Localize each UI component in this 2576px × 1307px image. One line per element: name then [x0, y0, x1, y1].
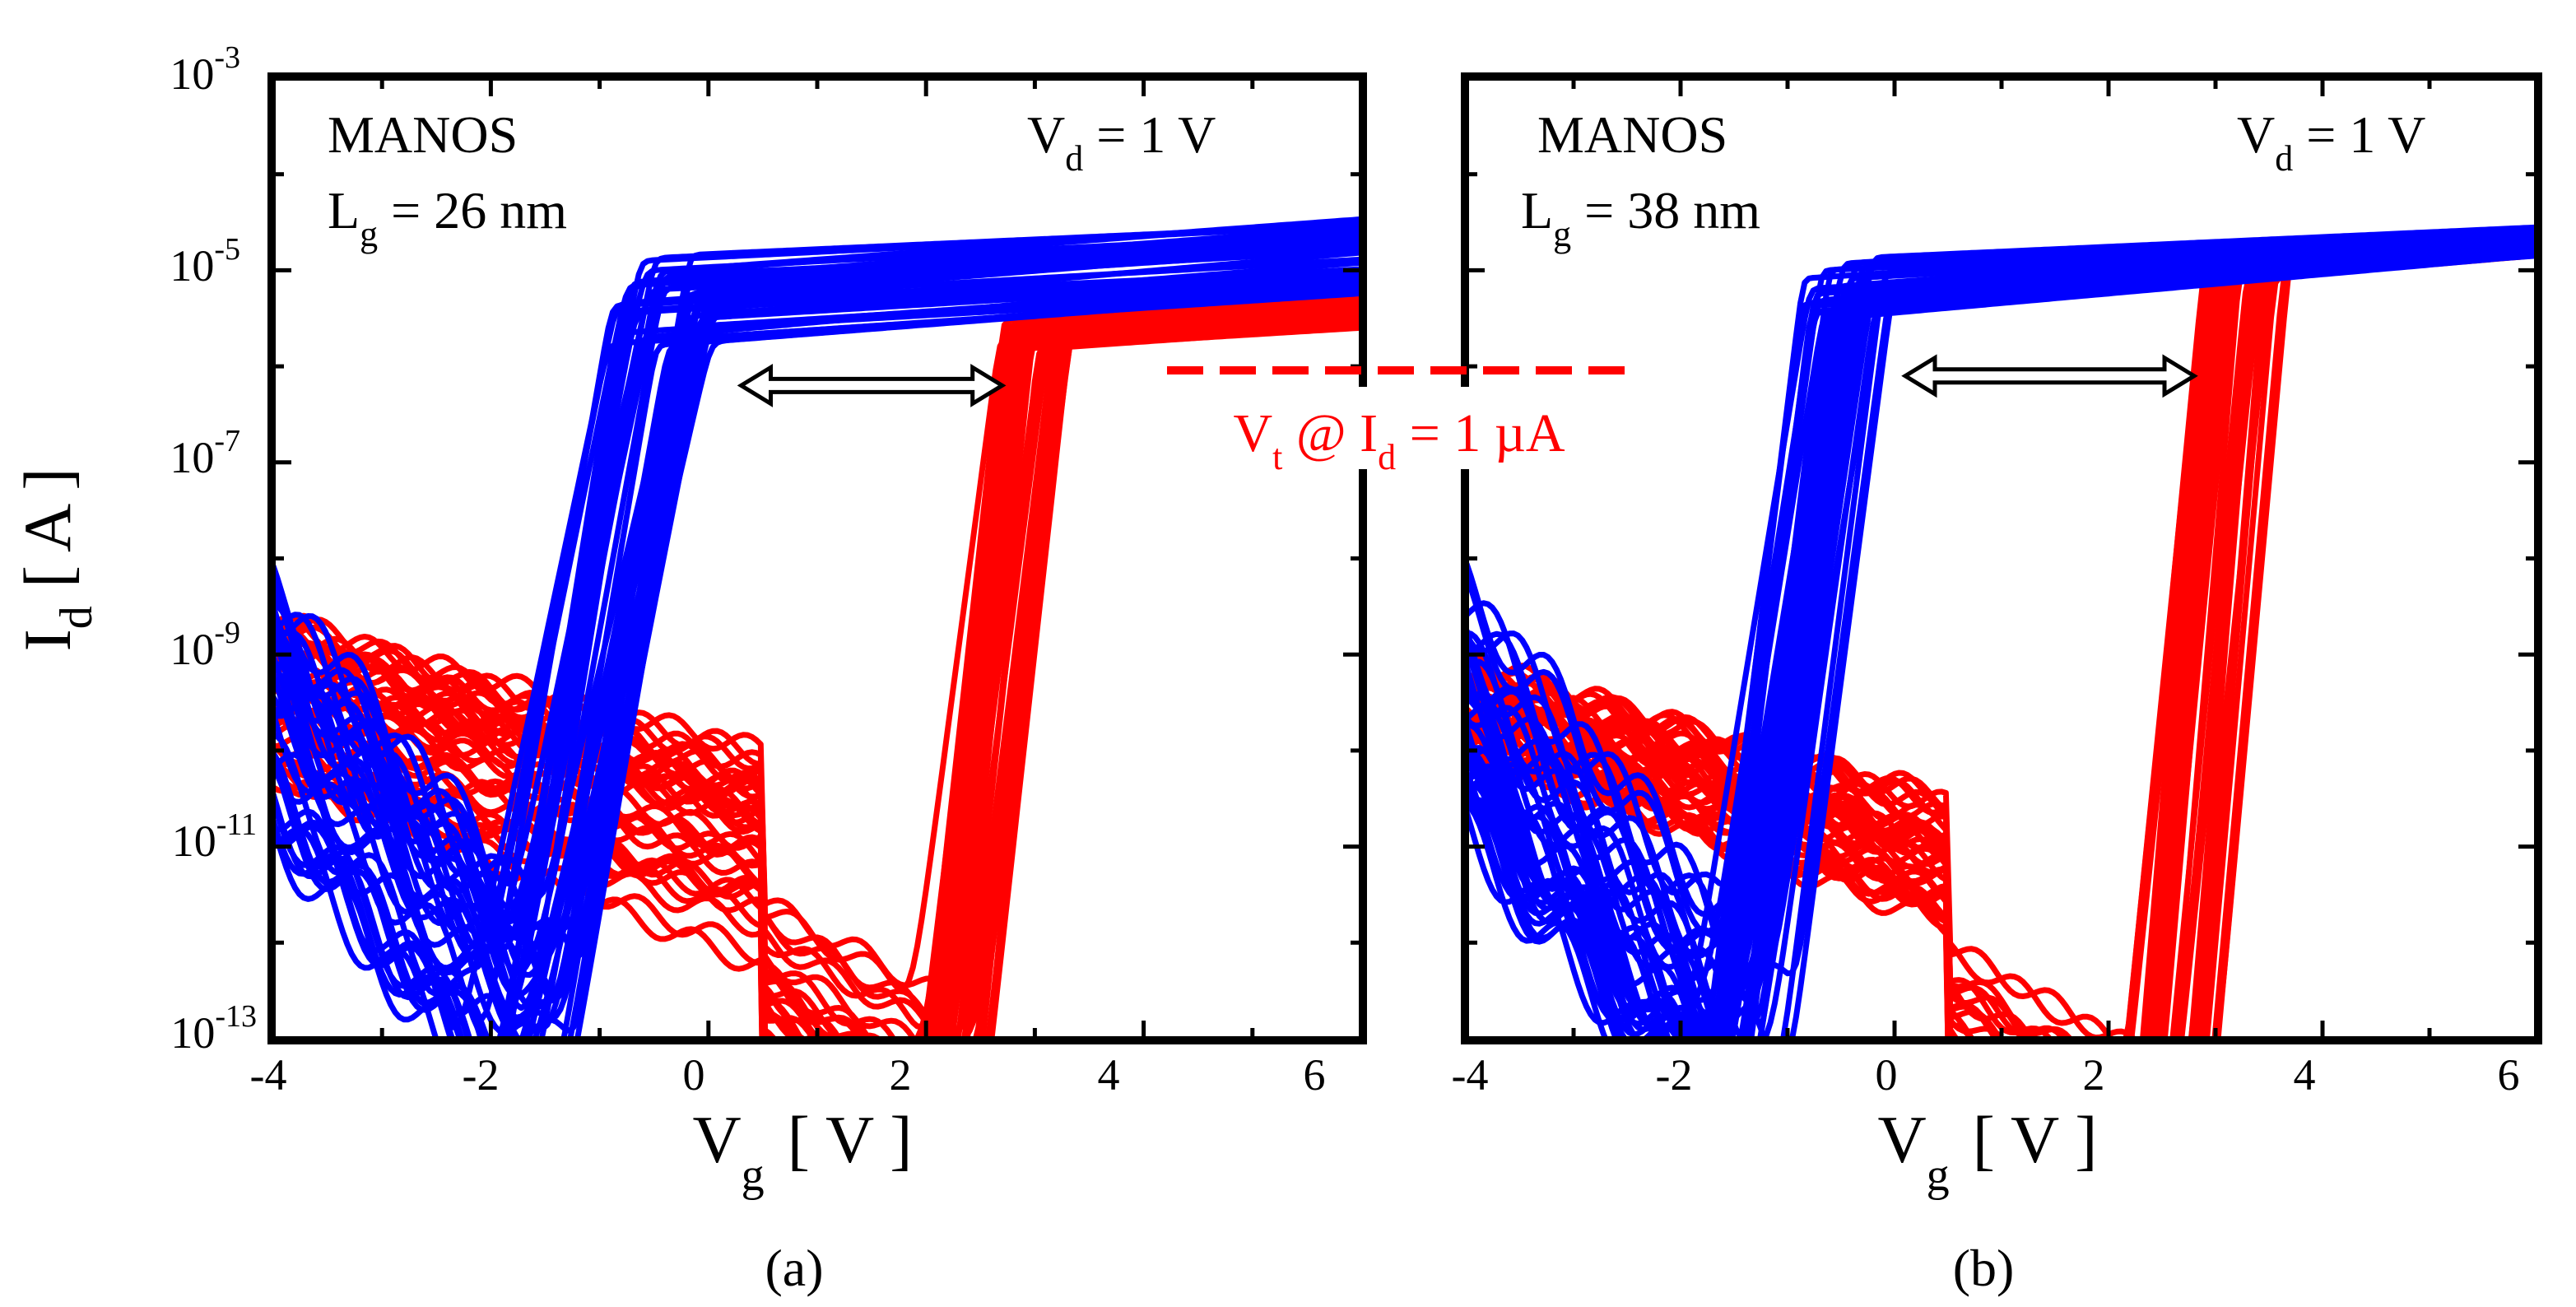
panel-b-gate-length: Lg = 38 nm	[1521, 181, 1760, 254]
panel-a: 10-3 10-5 10-7 10-9 10-11 10-13 -4 -2 0 …	[10, 40, 1367, 1297]
panel-b-curves	[1467, 224, 2536, 1039]
programmed-curve	[273, 309, 1361, 1039]
panel-a-ytick-label: 10-7	[170, 424, 240, 482]
panel-b-xtick-label: 4	[2294, 1050, 2316, 1100]
panel-a-xtick-label: 0	[683, 1050, 705, 1100]
panel-a-y-axis-title: Id[ A ]	[10, 467, 102, 651]
panel-a-xtick-label: -4	[250, 1050, 287, 1100]
panel-a-ytick-label: 10-11	[172, 807, 257, 866]
panel-a-vt-shift-arrow	[737, 363, 1007, 407]
programmed-curve	[273, 323, 1361, 1039]
programmed-curve	[1467, 250, 2536, 1039]
panel-a-curves	[273, 216, 1361, 1039]
programmed-curve	[273, 295, 1361, 1039]
panel-a-xtick-label: 2	[890, 1050, 912, 1100]
panel-b-x-axis-title: Vg[ V ]	[1877, 1102, 2097, 1201]
erased-curve	[1467, 238, 2536, 1039]
panel-a-x-axis-title: Vg[ V ]	[692, 1102, 912, 1201]
erased-curve	[273, 221, 1361, 1026]
panel-b-xtick-label: -2	[1656, 1050, 1693, 1100]
panel-a-ytick-label: 10-13	[170, 999, 257, 1058]
programmed-curve	[1467, 250, 2536, 1039]
panel-a-xtick-label: -2	[463, 1050, 500, 1100]
panel-b-xtick-label: 0	[1876, 1050, 1898, 1100]
panel-a-drain-bias: Vd = 1 V	[1027, 105, 1216, 179]
panel-a-ytick-label: 10-3	[170, 40, 240, 99]
vt-criterion-annotation: Vt @ Id = 1 µA	[1167, 366, 1638, 477]
erased-curve	[273, 267, 1361, 995]
panel-b-x-tick-labels: -4 -2 0 2 4 6	[1452, 1050, 2520, 1100]
panel-a-gate-length: Lg = 26 nm	[328, 181, 567, 254]
erased-curve	[1467, 247, 2536, 1010]
erased-curve	[273, 232, 1361, 978]
erased-curve	[273, 290, 1361, 1030]
panel-b-xtick-label: 2	[2083, 1050, 2105, 1100]
panel-a-device-label: MANOS	[328, 105, 518, 164]
erased-curve	[1467, 232, 2536, 1039]
panel-a-xtick-label: 4	[1098, 1050, 1120, 1100]
erased-curve	[1467, 237, 2536, 964]
erased-curve	[1467, 224, 2536, 1039]
erased-curve	[273, 228, 1361, 910]
erased-curve	[273, 240, 1361, 960]
panel-b-frame	[1461, 72, 2542, 1044]
panel-a-x-tick-labels: -4 -2 0 2 4 6	[250, 1050, 1326, 1100]
erased-curve	[1467, 227, 2536, 1039]
shift-arrow-shape	[1901, 354, 2198, 398]
panel-b-drain-bias: Vd = 1 V	[2237, 105, 2425, 179]
vt-label-backdrop	[1173, 387, 1624, 469]
panel-a-xtick-label: 6	[1304, 1050, 1326, 1100]
programmed-curve	[273, 301, 1361, 1039]
panel-b: -4 -2 0 2 4 6 Vg[ V ] MANOS Lg = 38 nm V…	[1452, 72, 2542, 1297]
erased-curve	[273, 224, 1361, 1039]
panel-a-ytick-label: 10-5	[170, 232, 240, 291]
erased-curve	[273, 277, 1361, 1036]
panel-b-vt-shift-arrow	[1901, 354, 2198, 398]
panel-b-label: (b)	[1953, 1239, 2015, 1297]
panel-a-y-tick-labels: 10-3 10-5 10-7 10-9 10-11 10-13	[170, 40, 257, 1058]
vt-criterion-label: Vt @ Id = 1 µA	[1233, 403, 1565, 477]
erased-curve	[1467, 253, 2536, 1039]
panel-a-frame	[267, 72, 1367, 1044]
panel-a-ytick-label: 10-9	[170, 616, 240, 674]
panel-b-device-label: MANOS	[1537, 105, 1727, 164]
shift-arrow-shape	[737, 363, 1007, 407]
panel-a-label: (a)	[765, 1239, 823, 1297]
erased-curve	[273, 242, 1361, 971]
erased-curve	[1467, 251, 2536, 954]
panel-b-xtick-label: -4	[1452, 1050, 1489, 1100]
panel-b-xtick-label: 6	[2498, 1050, 2520, 1100]
